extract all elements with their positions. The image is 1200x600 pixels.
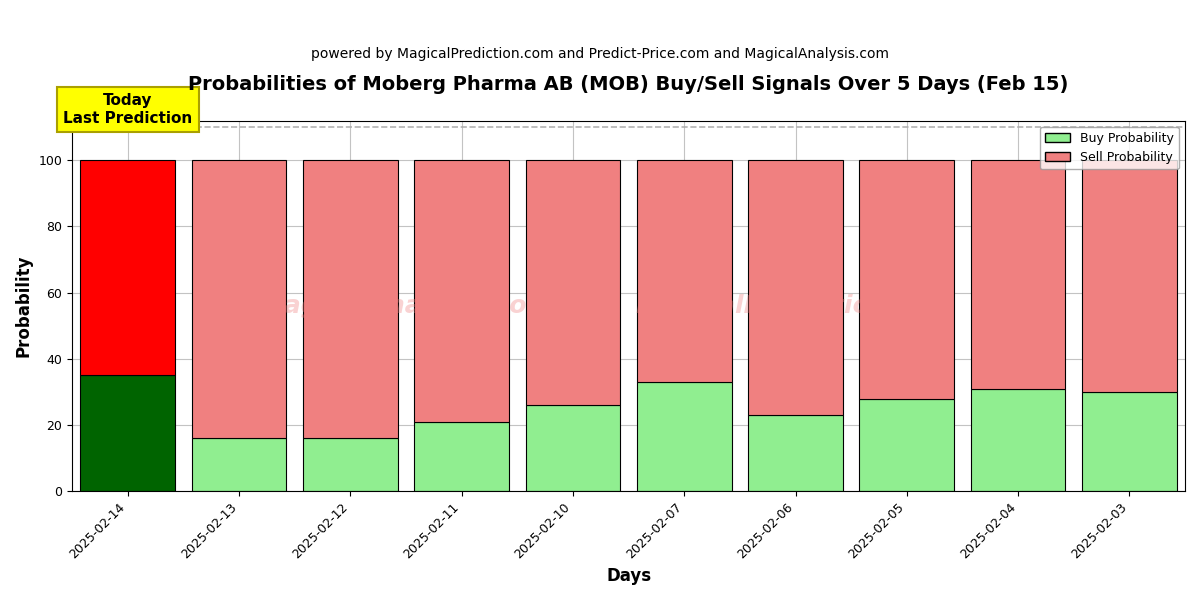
Title: Probabilities of Moberg Pharma AB (MOB) Buy/Sell Signals Over 5 Days (Feb 15): Probabilities of Moberg Pharma AB (MOB) … — [188, 75, 1069, 94]
Bar — [971, 160, 1066, 389]
Bar — [80, 376, 175, 491]
Bar — [749, 160, 842, 415]
Bar — [304, 438, 397, 491]
Bar — [526, 160, 620, 405]
Bar — [414, 422, 509, 491]
Text: powered by MagicalPrediction.com and Predict-Price.com and MagicalAnalysis.com: powered by MagicalPrediction.com and Pre… — [311, 47, 889, 61]
Bar — [859, 160, 954, 398]
Bar — [637, 160, 732, 382]
Text: MagicalAnalysis.com: MagicalAnalysis.com — [259, 294, 553, 318]
X-axis label: Days: Days — [606, 567, 652, 585]
Bar — [1082, 392, 1177, 491]
Bar — [304, 160, 397, 438]
Legend: Buy Probability, Sell Probability: Buy Probability, Sell Probability — [1040, 127, 1178, 169]
Bar — [192, 160, 287, 438]
Bar — [637, 382, 732, 491]
Text: Today
Last Prediction: Today Last Prediction — [64, 93, 192, 125]
Bar — [971, 389, 1066, 491]
Bar — [859, 398, 954, 491]
Text: MagicalPrediction.com: MagicalPrediction.com — [636, 294, 955, 318]
Bar — [749, 415, 842, 491]
Bar — [80, 160, 175, 376]
Bar — [1082, 160, 1177, 392]
Bar — [192, 438, 287, 491]
Bar — [526, 405, 620, 491]
Y-axis label: Probability: Probability — [16, 254, 34, 357]
Bar — [414, 160, 509, 422]
